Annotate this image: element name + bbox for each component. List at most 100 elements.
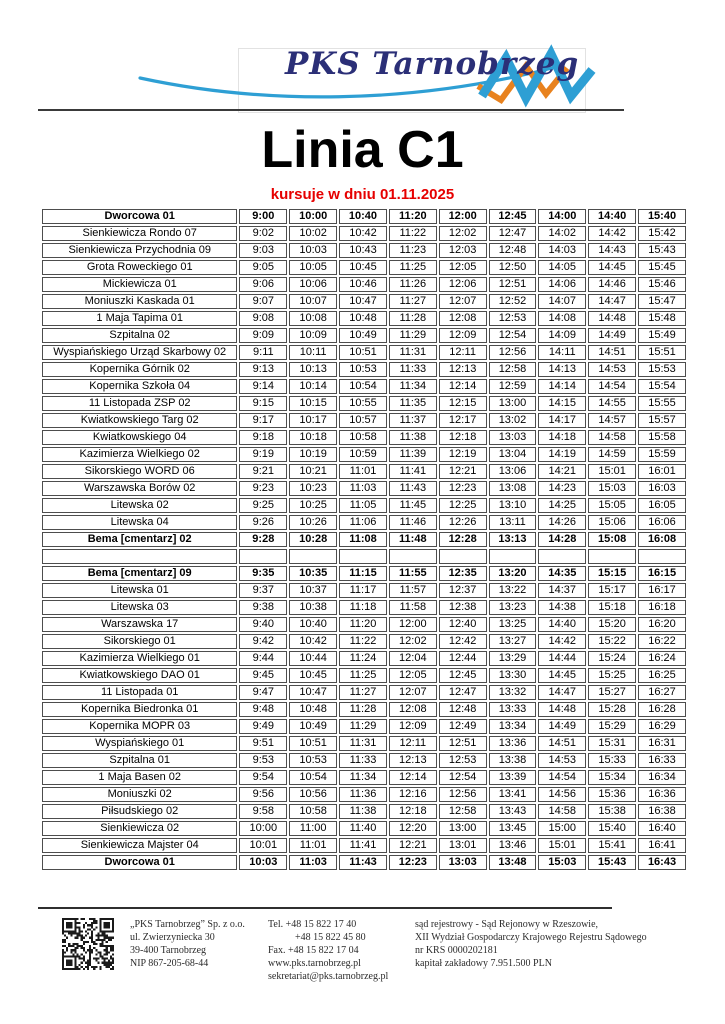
time-cell: 12:14 <box>388 770 437 785</box>
time-cell: 12:23 <box>438 481 487 496</box>
footer-line: www.pks.tarnobrzeg.pl <box>268 958 361 969</box>
time-cell: 16:08 <box>638 532 686 547</box>
time-cell: 11:29 <box>388 328 437 343</box>
logo-text: PKS Tarnobrzeg <box>285 46 580 82</box>
time-cell: 9:49 <box>239 719 288 734</box>
time-cell: 13:03 <box>488 430 537 445</box>
time-cell: 10:02 <box>289 226 338 241</box>
timetable: Dworcowa 01 9:00 10:00 10:40 11:20 12:00 12:45… <box>40 207 688 872</box>
time-cell: 12:07 <box>388 685 437 700</box>
time-cell: 11:01 <box>289 838 338 853</box>
time-cell: 14:42 <box>538 634 587 649</box>
time-cell: 10:03 <box>289 243 338 258</box>
qr-code <box>62 918 114 970</box>
stop-name-cell: Kopernika Szkoła 04 <box>42 379 238 394</box>
stop-name-cell: 11 Listopada 01 <box>42 685 238 700</box>
time-cell: 13:46 <box>488 838 537 853</box>
time-cell: 13:20 <box>488 566 537 581</box>
time-cell: 12:45 <box>438 668 487 683</box>
time-cell: 14:55 <box>588 396 637 411</box>
time-cell: 11:06 <box>339 515 387 530</box>
time-cell: 9:08 <box>239 311 288 326</box>
time-cell: 12:17 <box>438 413 487 428</box>
stop-name-cell: Szpitalna 01 <box>42 753 238 768</box>
time-cell: 14:40 <box>538 617 587 632</box>
time-cell: 10:23 <box>289 481 338 496</box>
time-cell: 16:38 <box>638 804 686 819</box>
time-cell: 14:47 <box>588 294 637 309</box>
time-cell: 15:41 <box>588 838 637 853</box>
time-cell: 11:25 <box>388 260 437 275</box>
stop-name-cell: Litewska 01 <box>42 583 238 598</box>
time-cell: 16:43 <box>638 855 686 870</box>
time-cell: 10:17 <box>289 413 338 428</box>
timetable-row: Kwiatkowskiego DAO 01 9:45 10:45 11:25 12:05… <box>42 668 686 683</box>
time-cell: 10:28 <box>289 532 338 547</box>
footer-divider <box>38 907 612 909</box>
time-cell: 15:25 <box>588 668 637 683</box>
time-cell: 11:01 <box>339 464 387 479</box>
time-cell: 16:20 <box>638 617 686 632</box>
stop-name-cell: Grota Roweckiego 01 <box>42 260 238 275</box>
time-cell: 14:45 <box>538 668 587 683</box>
timetable-row: Moniuszki Kaskada 01 9:07 10:07 10:47 11:27 1… <box>42 294 686 309</box>
footer-line: sekretariat@pks.tarnobrzeg.pl <box>268 971 389 982</box>
time-cell: 14:53 <box>588 362 637 377</box>
stop-name-cell: Sienkiewicza Majster 04 <box>42 838 238 853</box>
timetable-row: Warszawska 17 9:40 10:40 11:20 12:00 12:40 13:… <box>42 617 686 632</box>
time-cell: 12:42 <box>438 634 487 649</box>
time-cell: 14:57 <box>588 413 637 428</box>
time-cell: 12:13 <box>438 362 487 377</box>
time-cell: 15:54 <box>638 379 686 394</box>
timetable-row: Litewska 01 9:37 10:37 11:17 11:57 12:37 13:22… <box>42 583 686 598</box>
time-cell: 9:05 <box>239 260 288 275</box>
time-cell: 14:08 <box>538 311 587 326</box>
time-cell: 15:08 <box>588 532 637 547</box>
footer-line: XII Wydział Gospodarczy Krajowego Rejest… <box>415 932 647 943</box>
time-cell: 9:25 <box>239 498 288 513</box>
time-cell: 16:06 <box>638 515 686 530</box>
time-cell: 13:32 <box>488 685 537 700</box>
time-cell: 12:19 <box>438 447 487 462</box>
stop-name-cell: Warszawska 17 <box>42 617 238 632</box>
stop-name-cell: Kopernika Biedronka 01 <box>42 702 238 717</box>
time-cell: 9:19 <box>239 447 288 462</box>
timetable-row: Szpitalna 02 9:09 10:09 10:49 11:29 12:09 12:5… <box>42 328 686 343</box>
time-cell: 10:18 <box>289 430 338 445</box>
footer-registry-info: sąd rejestrowy - Sąd Rejonowy w Rzeszowi… <box>415 918 690 970</box>
time-cell: 16:24 <box>638 651 686 666</box>
time-cell: 14:19 <box>538 447 587 462</box>
time-cell: 10:51 <box>289 736 338 751</box>
time-cell: 12:51 <box>488 277 537 292</box>
time-cell: 13:30 <box>488 668 537 683</box>
timetable-row: Kwiatkowskiego Targ 02 9:17 10:17 10:57 11:3… <box>42 413 686 428</box>
timetable-row: Kazimierza Wielkiego 02 9:19 10:19 10:59 11:… <box>42 447 686 462</box>
time-cell: 12:56 <box>488 345 537 360</box>
time-cell: 10:48 <box>289 702 338 717</box>
time-cell: 9:38 <box>239 600 288 615</box>
footer-line: „PKS Tarnobrzeg” Sp. z o.o. <box>130 919 245 930</box>
time-cell: 12:05 <box>388 668 437 683</box>
time-cell: 12:47 <box>438 685 487 700</box>
time-cell: 15:51 <box>638 345 686 360</box>
time-cell: 14:11 <box>538 345 587 360</box>
time-cell: 12:35 <box>438 566 487 581</box>
time-cell: 11:29 <box>339 719 387 734</box>
time-cell: 11:08 <box>339 532 387 547</box>
time-cell: 16:41 <box>638 838 686 853</box>
time-cell: 16:29 <box>638 719 686 734</box>
time-cell: 9:06 <box>239 277 288 292</box>
time-cell: 11:33 <box>388 362 437 377</box>
time-cell: 15:28 <box>588 702 637 717</box>
time-cell: 12:04 <box>388 651 437 666</box>
time-cell: 11:24 <box>339 651 387 666</box>
stop-name-cell: Kwiatkowskiego DAO 01 <box>42 668 238 683</box>
time-cell: 13:13 <box>488 532 537 547</box>
time-cell: 14:06 <box>538 277 587 292</box>
time-cell: 9:53 <box>239 753 288 768</box>
time-cell: 14:26 <box>538 515 587 530</box>
footer: „PKS Tarnobrzeg” Sp. z o.o. ul. Zwierzyni… <box>0 916 725 1006</box>
time-cell: 9:47 <box>239 685 288 700</box>
timetable-row: Kopernika Szkoła 04 9:14 10:14 10:54 11:34 12… <box>42 379 686 394</box>
time-cell: 12:15 <box>438 396 487 411</box>
